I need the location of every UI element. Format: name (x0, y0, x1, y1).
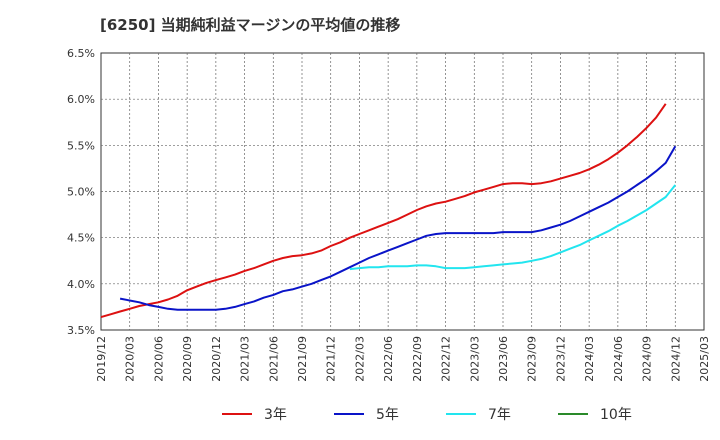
x-tick-label: 2023/09 (526, 336, 539, 382)
series-line (100, 103, 667, 319)
legend-label: 10年 (600, 407, 632, 423)
x-tick-label: 2023/12 (554, 336, 567, 382)
x-tick-label: 2024/03 (583, 336, 596, 382)
y-tick-label: 4.0% (67, 278, 95, 291)
x-tick-label: 2020/12 (210, 336, 223, 382)
x-tick-label: 2021/09 (296, 336, 309, 382)
x-tick-label: 2020/06 (152, 336, 165, 382)
y-tick-label: 6.5% (67, 47, 95, 60)
x-tick-label: 2021/06 (267, 336, 280, 382)
legend: 3年 5年 7年 10年 (222, 407, 632, 423)
y-tick-label: 3.5% (67, 324, 95, 337)
x-tick-label: 2021/12 (325, 336, 338, 382)
x-tick-label: 2020/09 (181, 336, 194, 382)
legend-label: 7年 (488, 407, 511, 423)
x-tick-label: 2022/03 (353, 336, 366, 382)
x-tick-label: 2024/09 (641, 336, 654, 382)
x-tick-label: 2022/09 (411, 336, 424, 382)
x-tick-label: 2022/06 (382, 336, 395, 382)
x-tick-label: 2023/03 (468, 336, 481, 382)
x-tick-label: 2024/12 (669, 336, 682, 382)
y-tick-label: 6.0% (67, 93, 95, 106)
y-tick-label: 5.5% (67, 139, 95, 152)
x-tick-label: 2023/06 (497, 336, 510, 382)
chart-title: [6250] 当期純利益マージンの平均値の推移 (100, 16, 401, 34)
series-line (349, 184, 677, 271)
series-line (119, 145, 677, 311)
x-tick-label: 2022/12 (440, 336, 453, 382)
x-axis-ticks: 2019/12 2020/03 2020/06 2020/09 2020/12 2021/… (95, 336, 711, 382)
x-tick-label: 2024/06 (612, 336, 625, 382)
x-tick-label: 2025/03 (698, 336, 711, 382)
y-tick-label: 5.0% (67, 186, 95, 199)
series-lines (100, 103, 677, 319)
y-axis-ticks: 3.5% 4.0% 4.5% 5.0% 5.5% 6.0% 6.5% (67, 47, 95, 337)
legend-label: 3年 (264, 407, 287, 423)
x-tick-label: 2021/03 (239, 336, 252, 382)
legend-label: 5年 (376, 407, 399, 423)
y-tick-label: 4.5% (67, 232, 95, 245)
x-tick-label: 2020/03 (124, 336, 137, 382)
x-tick-label: 2019/12 (95, 336, 108, 382)
